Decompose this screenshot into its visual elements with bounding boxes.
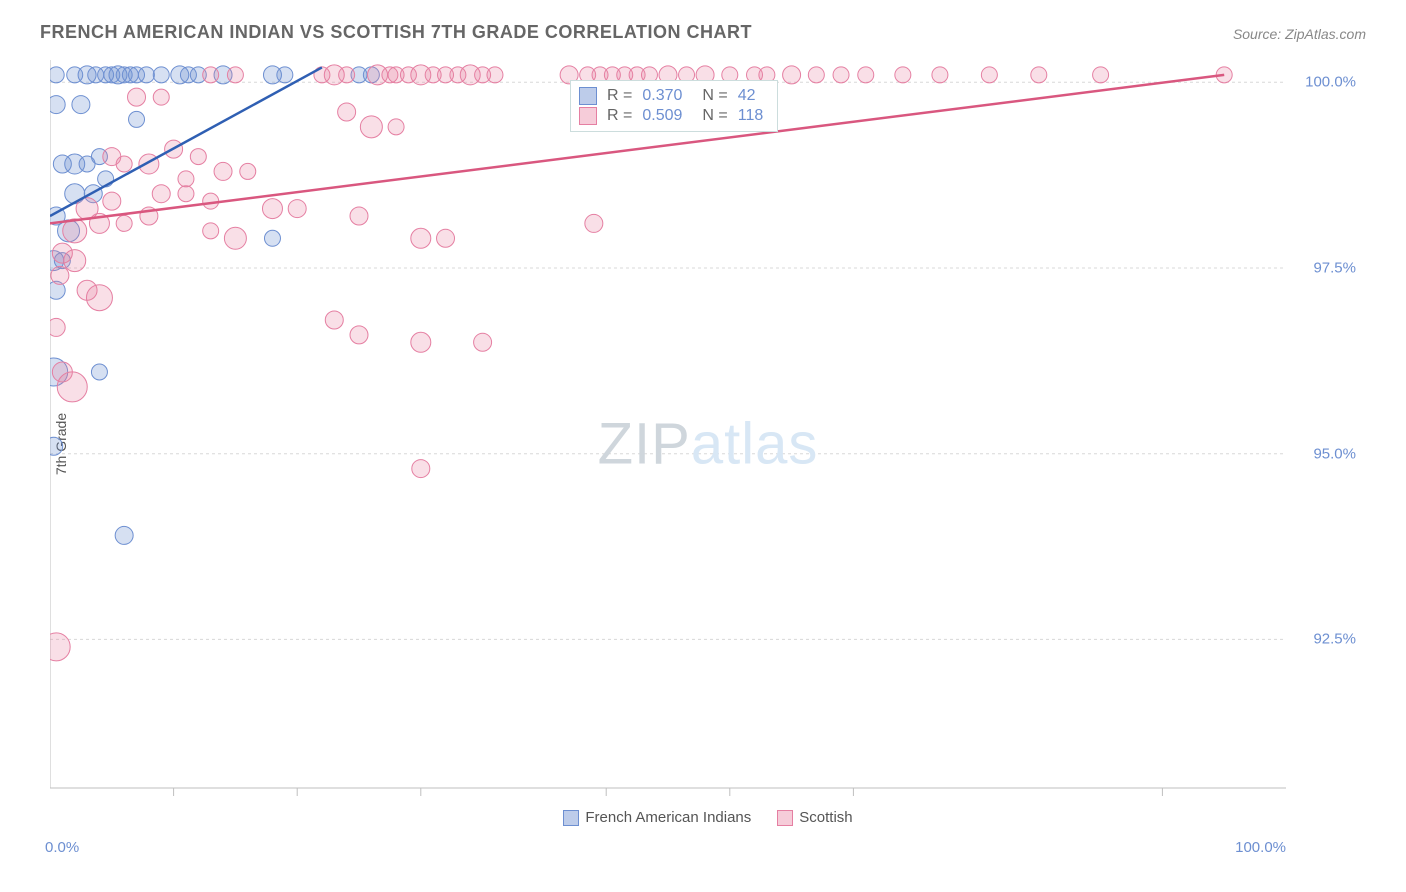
scottish-point	[227, 67, 243, 83]
french-point	[72, 96, 90, 114]
legend-R-value: 0.509	[642, 107, 682, 125]
y-tick-label: 95.0%	[1313, 445, 1356, 462]
scottish-point	[50, 318, 65, 336]
legend-R-label: R =	[607, 107, 632, 125]
scottish-point	[116, 215, 132, 231]
scottish-point	[224, 227, 246, 249]
scottish-point	[178, 171, 194, 187]
scottish-point	[1031, 67, 1047, 83]
scottish-point	[262, 199, 282, 219]
scottish-point	[474, 333, 492, 351]
scottish-point	[50, 633, 70, 661]
legend-R-value: 0.370	[642, 87, 682, 105]
french-point	[50, 67, 64, 83]
axis-legend-label: French American Indians	[585, 809, 751, 826]
french-point	[50, 437, 63, 455]
french-point	[138, 67, 154, 83]
scottish-point	[585, 214, 603, 232]
french-point	[91, 364, 107, 380]
axis-legend-item: Scottish	[777, 809, 852, 826]
legend-N-value: 118	[738, 107, 764, 125]
plot-area: 7th Grade ZIPatlas R = 0.370N = 42R = 0.…	[50, 60, 1366, 828]
scottish-point	[895, 67, 911, 83]
chart-title: FRENCH AMERICAN INDIAN VS SCOTTISH 7TH G…	[40, 22, 752, 43]
scottish-point	[858, 67, 874, 83]
french-point	[277, 67, 293, 83]
legend-N-label: N =	[702, 107, 727, 125]
scottish-point	[411, 332, 431, 352]
scottish-point	[57, 372, 87, 402]
scottish-point	[203, 67, 219, 83]
source-label: Source: ZipAtlas.com	[1233, 26, 1366, 42]
legend-stats-box: R = 0.370 N = 42 R = 0.509 N = 118	[570, 80, 778, 132]
scottish-point	[808, 67, 824, 83]
legend-stats-row: R = 0.370 N = 42	[579, 87, 763, 105]
legend-N-value: 42	[738, 87, 756, 105]
scottish-point	[103, 192, 121, 210]
scottish-point	[412, 460, 430, 478]
scottish-point	[240, 163, 256, 179]
legend-swatch-icon	[579, 107, 597, 125]
scottish-point	[350, 207, 368, 225]
scottish-point	[783, 66, 801, 84]
legend-stats-row: R = 0.509 N = 118	[579, 107, 763, 125]
scottish-point	[152, 185, 170, 203]
y-tick-label: 92.5%	[1313, 631, 1356, 648]
scottish-point	[86, 285, 112, 311]
axis-legend-label: Scottish	[799, 809, 852, 826]
scottish-point	[411, 228, 431, 248]
legend-swatch-icon	[777, 810, 793, 826]
french-point	[264, 230, 280, 246]
scottish-point	[360, 116, 382, 138]
scottish-point	[178, 186, 194, 202]
scottish-point	[1093, 67, 1109, 83]
scottish-point	[833, 67, 849, 83]
legend-swatch-icon	[563, 810, 579, 826]
scottish-point	[128, 88, 146, 106]
scottish-point	[338, 103, 356, 121]
scottish-point	[190, 149, 206, 165]
axis-legend-item: French American Indians	[563, 809, 751, 826]
scottish-point	[932, 67, 948, 83]
scottish-point	[487, 67, 503, 83]
scottish-point	[437, 229, 455, 247]
x-tick-label-right: 100.0%	[1235, 839, 1286, 856]
scottish-point	[288, 200, 306, 218]
x-tick-label-left: 0.0%	[45, 839, 79, 856]
scottish-point	[350, 326, 368, 344]
y-tick-label: 100.0%	[1305, 74, 1356, 91]
scatter-chart	[50, 60, 1366, 828]
scottish-point	[214, 162, 232, 180]
scottish-point	[116, 156, 132, 172]
scottish-point	[51, 266, 69, 284]
french-point	[153, 67, 169, 83]
french-point	[115, 526, 133, 544]
legend-swatch-icon	[579, 87, 597, 105]
french-point	[50, 96, 65, 114]
scottish-point	[981, 67, 997, 83]
scottish-point	[153, 89, 169, 105]
scottish-point	[64, 250, 86, 272]
french-point	[129, 111, 145, 127]
legend-N-label: N =	[702, 87, 727, 105]
scottish-point	[388, 119, 404, 135]
scottish-point	[325, 311, 343, 329]
axis-legend: French American Indians Scottish	[50, 809, 1366, 826]
scottish-point	[339, 67, 355, 83]
legend-R-label: R =	[607, 87, 632, 105]
y-tick-label: 97.5%	[1313, 260, 1356, 277]
scottish-point	[203, 223, 219, 239]
